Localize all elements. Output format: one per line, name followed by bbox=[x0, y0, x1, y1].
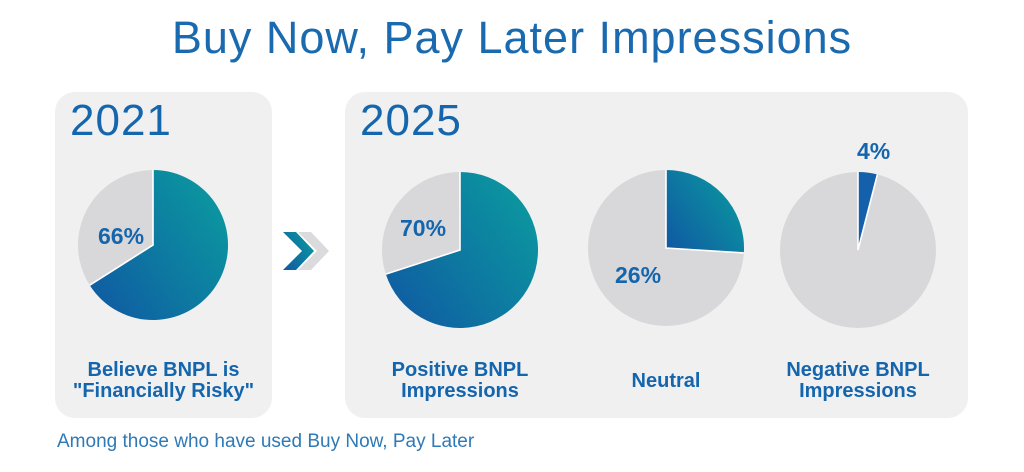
page-title: Buy Now, Pay Later Impressions bbox=[171, 12, 853, 63]
pie-value-label: 66% bbox=[98, 223, 145, 249]
pie-chart bbox=[382, 172, 538, 328]
pie-caption-neutral: Neutral bbox=[561, 358, 771, 404]
pie-value-label: 70% bbox=[400, 215, 447, 241]
caption-line-1: Neutral bbox=[631, 369, 701, 392]
pie-caption-negative: Negative BNPL Impressions bbox=[753, 358, 963, 404]
chevron-front-shape bbox=[283, 232, 314, 270]
footnote: Among those who have used Buy Now, Pay L… bbox=[57, 431, 475, 452]
caption-line-2: Impressions bbox=[799, 380, 917, 402]
year-heading-2025: 2025 bbox=[360, 96, 462, 145]
pie-value-label: 4% bbox=[857, 138, 891, 164]
chevron-back-shape bbox=[298, 232, 329, 270]
pie-2025-positive: 70% bbox=[382, 172, 538, 328]
pie-2021-financially-risky: 66% bbox=[78, 170, 228, 320]
pie-2025-negative: 4% bbox=[780, 138, 936, 328]
caption-line-1: Positive BNPL bbox=[391, 359, 529, 381]
caption-line-1: Believe BNPL is bbox=[87, 359, 240, 381]
panel-2025: 2025 70% 26% 4% Positive BNPL Impression… bbox=[345, 92, 968, 418]
pie-chart bbox=[588, 170, 744, 326]
caption-line-2: "Financially Risky" bbox=[72, 380, 255, 402]
pie-value-label: 26% bbox=[615, 262, 662, 288]
pie-chart bbox=[780, 172, 936, 328]
panel-2021: 2021 66% Believe BNPL is "Financially Ri… bbox=[55, 92, 272, 418]
caption-line-1: Negative BNPL bbox=[786, 359, 930, 381]
chevron-right-icon bbox=[283, 232, 329, 270]
pie-caption-2021: Believe BNPL is "Financially Risky" bbox=[55, 358, 272, 404]
pie-2025-neutral: 26% bbox=[588, 170, 744, 326]
pie-chart bbox=[78, 170, 228, 320]
pie-caption-positive: Positive BNPL Impressions bbox=[355, 358, 565, 404]
caption-line-2: Impressions bbox=[401, 380, 519, 402]
year-heading-2021: 2021 bbox=[70, 96, 172, 145]
